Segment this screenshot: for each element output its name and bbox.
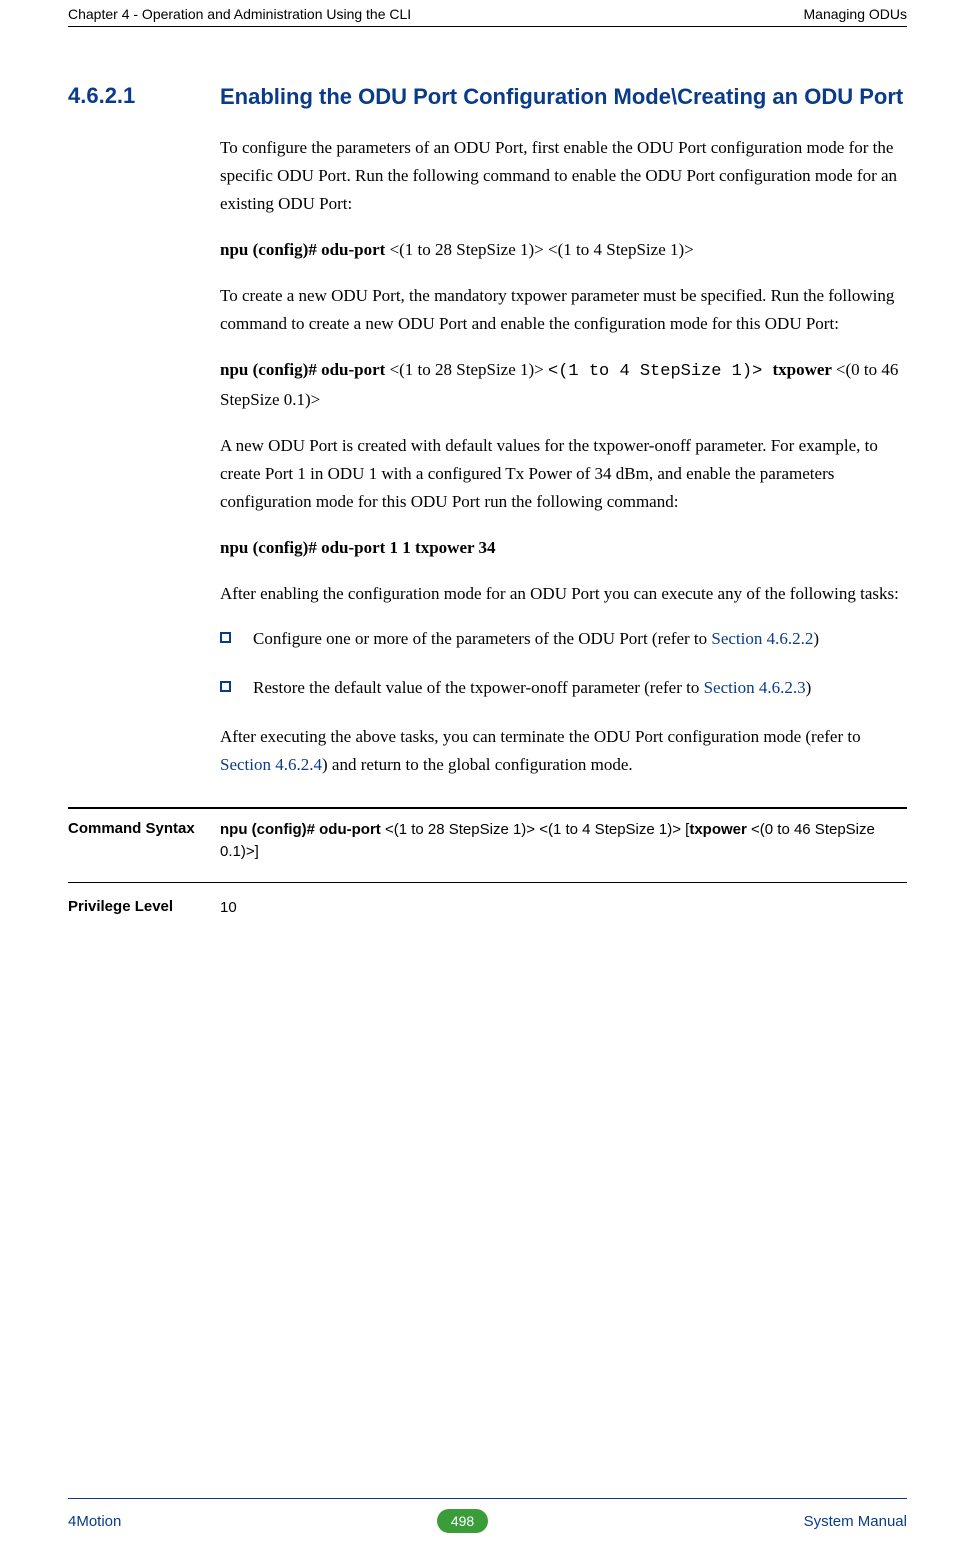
bullet-text: Configure one or more of the parameters … <box>253 626 907 652</box>
header-right: Managing ODUs <box>804 6 908 22</box>
bullet-square-icon <box>220 632 231 643</box>
section-link[interactable]: Section 4.6.2.2 <box>711 629 813 648</box>
cmd-args: <(1 to 28 StepSize 1)> <(1 to 4 StepSize… <box>390 240 694 259</box>
bullet-item: Configure one or more of the parameters … <box>220 626 907 652</box>
info-row-privilege-level: Privilege Level 10 <box>68 883 907 938</box>
command-line: npu (config)# odu-port <(1 to 28 StepSiz… <box>220 236 907 264</box>
cmd-args: <(1 to 28 StepSize 1)> <box>390 360 548 379</box>
section-number: 4.6.2.1 <box>68 83 220 112</box>
info-label: Command Syntax <box>68 819 220 864</box>
page-header: Chapter 4 - Operation and Administration… <box>0 0 975 22</box>
page-footer: 4Motion 498 System Manual <box>68 1509 907 1533</box>
cmd-bold: txpower <box>689 821 751 838</box>
info-row-command-syntax: Command Syntax npu (config)# odu-port <(… <box>68 807 907 883</box>
info-value: 10 <box>220 897 907 920</box>
paragraph: After enabling the configuration mode fo… <box>220 580 907 608</box>
cmd-args: <(1 to 28 StepSize 1)> <(1 to 4 StepSize… <box>385 821 689 838</box>
header-rule <box>68 26 907 27</box>
para-text-part: ) and return to the global configuration… <box>322 755 633 774</box>
cmd-bold: npu (config)# odu-port <box>220 821 385 838</box>
footer-right: System Manual <box>804 1513 907 1530</box>
paragraph: After executing the above tasks, you can… <box>220 723 907 779</box>
paragraph: To configure the parameters of an ODU Po… <box>220 134 907 218</box>
bullet-text-part: ) <box>813 629 819 648</box>
command-line: npu (config)# odu-port <(1 to 28 StepSiz… <box>220 356 907 414</box>
footer-left: 4Motion <box>68 1513 121 1530</box>
section-link[interactable]: Section 4.6.2.4 <box>220 755 322 774</box>
cmd-bold: npu (config)# odu-port <box>220 240 390 259</box>
body-block: To configure the parameters of an ODU Po… <box>220 134 907 779</box>
section-heading: 4.6.2.1 Enabling the ODU Port Configurat… <box>68 83 907 112</box>
bullet-text-part: ) <box>806 678 812 697</box>
command-line: npu (config)# odu-port 1 1 txpower 34 <box>220 534 907 562</box>
page-number-pill: 498 <box>437 1509 488 1533</box>
info-table: Command Syntax npu (config)# odu-port <(… <box>68 807 907 938</box>
bullet-text-part: Restore the default value of the txpower… <box>253 678 704 697</box>
bullet-text-part: Configure one or more of the parameters … <box>253 629 711 648</box>
info-label: Privilege Level <box>68 897 220 920</box>
cmd-mono: <(1 to 4 StepSize 1)> <box>548 362 772 381</box>
bullet-item: Restore the default value of the txpower… <box>220 675 907 701</box>
section-title: Enabling the ODU Port Configuration Mode… <box>220 83 903 112</box>
footer-rule <box>68 1498 907 1499</box>
cmd-bold: npu (config)# odu-port <box>220 360 390 379</box>
bullet-text: Restore the default value of the txpower… <box>253 675 907 701</box>
cmd-bold: txpower <box>772 360 835 379</box>
info-value: npu (config)# odu-port <(1 to 28 StepSiz… <box>220 819 907 864</box>
header-left: Chapter 4 - Operation and Administration… <box>68 6 411 22</box>
para-text-part: After executing the above tasks, you can… <box>220 727 861 746</box>
bullet-square-icon <box>220 681 231 692</box>
section-link[interactable]: Section 4.6.2.3 <box>704 678 806 697</box>
paragraph: To create a new ODU Port, the mandatory … <box>220 282 907 338</box>
paragraph: A new ODU Port is created with default v… <box>220 432 907 516</box>
page-content: 4.6.2.1 Enabling the ODU Port Configurat… <box>0 83 975 937</box>
